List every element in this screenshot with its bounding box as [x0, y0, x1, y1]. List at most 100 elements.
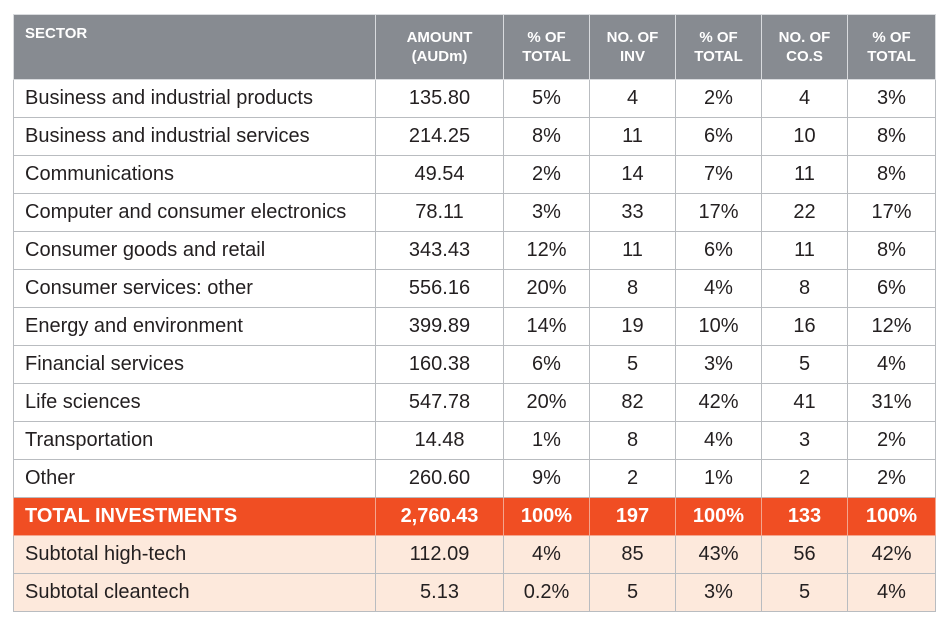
sector-investment-table: SECTOR AMOUNT (AUDm) % OF TOTAL NO. OF INV …	[13, 14, 936, 612]
cos-pct-cell: 31%	[847, 383, 936, 422]
amount-pct-cell: 9%	[503, 459, 590, 498]
num-cos-cell: 41	[761, 383, 848, 422]
inv-pct-cell: 100%	[675, 497, 762, 536]
num-inv-cell: 14	[589, 155, 676, 194]
sector-cell: Life sciences	[13, 383, 376, 422]
table-row: Business and industrial services 214.25 8%…	[13, 117, 936, 156]
sector-cell: Energy and environment	[13, 307, 376, 346]
num-inv-cell: 19	[589, 307, 676, 346]
amount-pct-cell: 20%	[503, 269, 590, 308]
cos-pct-cell: 17%	[847, 193, 936, 232]
num-cos-cell: 4	[761, 79, 848, 118]
inv-pct-cell: 7%	[675, 155, 762, 194]
cos-pct-cell: 4%	[847, 345, 936, 384]
inv-pct-cell: 6%	[675, 231, 762, 270]
amount-pct-cell: 6%	[503, 345, 590, 384]
amount-pct-cell: 14%	[503, 307, 590, 346]
num-inv-cell: 197	[589, 497, 676, 536]
sector-cell: Communications	[13, 155, 376, 194]
num-cos-cell: 22	[761, 193, 848, 232]
num-cos-cell: 2	[761, 459, 848, 498]
cos-pct-cell: 2%	[847, 459, 936, 498]
num-inv-cell: 2	[589, 459, 676, 498]
cos-pct-cell: 2%	[847, 421, 936, 460]
inv-pct-cell: 1%	[675, 459, 762, 498]
table-row: Consumer services: other 556.16 20% 8 4% 8 6%	[13, 269, 936, 308]
cos-pct-cell: 8%	[847, 155, 936, 194]
sector-cell: Subtotal cleantech	[13, 573, 376, 612]
amount-cell: 214.25	[375, 117, 504, 156]
cos-pct-cell: 4%	[847, 573, 936, 612]
amount-cell: 2,760.43	[375, 497, 504, 536]
total-row: TOTAL INVESTMENTS 2,760.43 100% 197 100% 133 1…	[13, 497, 936, 536]
amount-cell: 135.80	[375, 79, 504, 118]
num-cos-cell: 5	[761, 573, 848, 612]
header-cos-pct: % OF TOTAL	[847, 14, 936, 80]
sector-cell: Transportation	[13, 421, 376, 460]
table-row: Life sciences 547.78 20% 82 42% 41 31%	[13, 383, 936, 422]
inv-pct-cell: 6%	[675, 117, 762, 156]
amount-cell: 160.38	[375, 345, 504, 384]
num-inv-cell: 85	[589, 535, 676, 574]
cos-pct-cell: 100%	[847, 497, 936, 536]
sector-cell: Consumer goods and retail	[13, 231, 376, 270]
amount-pct-cell: 12%	[503, 231, 590, 270]
num-inv-cell: 33	[589, 193, 676, 232]
amount-pct-cell: 2%	[503, 155, 590, 194]
inv-pct-cell: 10%	[675, 307, 762, 346]
num-inv-cell: 5	[589, 573, 676, 612]
amount-pct-cell: 1%	[503, 421, 590, 460]
num-inv-cell: 11	[589, 117, 676, 156]
cos-pct-cell: 12%	[847, 307, 936, 346]
sector-cell: TOTAL INVESTMENTS	[13, 497, 376, 536]
num-cos-cell: 3	[761, 421, 848, 460]
cos-pct-cell: 3%	[847, 79, 936, 118]
amount-pct-cell: 8%	[503, 117, 590, 156]
table-row: Financial services 160.38 6% 5 3% 5 4%	[13, 345, 936, 384]
table-row: Energy and environment 399.89 14% 19 10% 16 12…	[13, 307, 936, 346]
amount-cell: 78.11	[375, 193, 504, 232]
inv-pct-cell: 17%	[675, 193, 762, 232]
table-row: Computer and consumer electronics 78.11 3%…	[13, 193, 936, 232]
sector-cell: Subtotal high-tech	[13, 535, 376, 574]
amount-cell: 399.89	[375, 307, 504, 346]
sector-cell: Business and industrial services	[13, 117, 376, 156]
num-inv-cell: 4	[589, 79, 676, 118]
num-cos-cell: 10	[761, 117, 848, 156]
num-inv-cell: 5	[589, 345, 676, 384]
header-amount-pct: % OF TOTAL	[503, 14, 590, 80]
header-num-inv: NO. OF INV	[589, 14, 676, 80]
amount-pct-cell: 4%	[503, 535, 590, 574]
header-row: SECTOR AMOUNT (AUDm) % OF TOTAL NO. OF INV …	[13, 14, 936, 80]
num-cos-cell: 56	[761, 535, 848, 574]
num-cos-cell: 11	[761, 155, 848, 194]
sector-cell: Business and industrial products	[13, 79, 376, 118]
sector-cell: Computer and consumer electronics	[13, 193, 376, 232]
cos-pct-cell: 8%	[847, 231, 936, 270]
num-inv-cell: 8	[589, 421, 676, 460]
header-num-cos: NO. OF CO.S	[761, 14, 848, 80]
table-row: Business and industrial products 135.80 5%…	[13, 79, 936, 118]
amount-pct-cell: 3%	[503, 193, 590, 232]
amount-cell: 547.78	[375, 383, 504, 422]
inv-pct-cell: 3%	[675, 345, 762, 384]
amount-cell: 556.16	[375, 269, 504, 308]
inv-pct-cell: 43%	[675, 535, 762, 574]
amount-cell: 49.54	[375, 155, 504, 194]
inv-pct-cell: 2%	[675, 79, 762, 118]
num-cos-cell: 8	[761, 269, 848, 308]
inv-pct-cell: 3%	[675, 573, 762, 612]
amount-pct-cell: 20%	[503, 383, 590, 422]
table-row: Transportation 14.48 1% 8 4% 3 2%	[13, 421, 936, 460]
num-inv-cell: 82	[589, 383, 676, 422]
amount-cell: 112.09	[375, 535, 504, 574]
amount-cell: 5.13	[375, 573, 504, 612]
num-inv-cell: 11	[589, 231, 676, 270]
sector-cell: Financial services	[13, 345, 376, 384]
num-inv-cell: 8	[589, 269, 676, 308]
cos-pct-cell: 42%	[847, 535, 936, 574]
cos-pct-cell: 8%	[847, 117, 936, 156]
sector-cell: Other	[13, 459, 376, 498]
num-cos-cell: 5	[761, 345, 848, 384]
num-cos-cell: 133	[761, 497, 848, 536]
